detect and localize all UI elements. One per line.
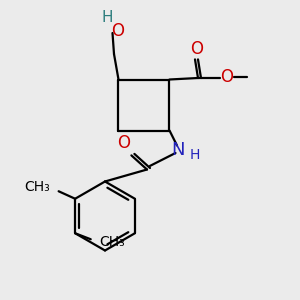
Text: N: N (172, 141, 185, 159)
Text: H: H (101, 10, 113, 25)
Text: O: O (220, 68, 234, 85)
Text: CH₃: CH₃ (25, 180, 50, 194)
Text: CH₃: CH₃ (100, 235, 125, 249)
Text: O: O (190, 40, 203, 58)
Text: O: O (111, 22, 124, 40)
Text: H: H (190, 148, 200, 162)
Text: O: O (117, 134, 130, 152)
